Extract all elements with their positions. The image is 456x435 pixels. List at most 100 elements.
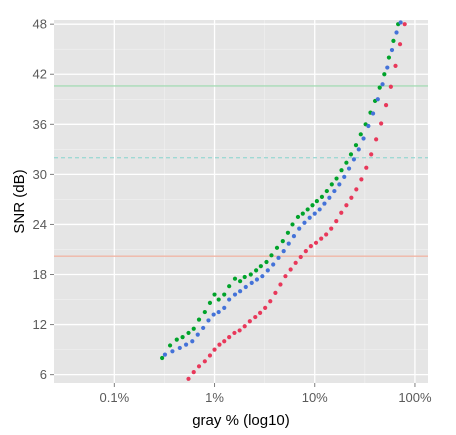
data-point xyxy=(319,194,325,200)
data-point xyxy=(202,309,207,315)
grid-lines xyxy=(54,20,428,383)
data-point xyxy=(364,165,369,170)
data-point xyxy=(339,210,344,215)
data-point xyxy=(307,215,312,220)
data-point xyxy=(346,166,352,171)
data-point xyxy=(180,335,185,340)
data-point xyxy=(379,121,384,126)
data-point xyxy=(237,328,242,333)
data-point xyxy=(207,353,213,358)
data-point xyxy=(314,198,319,204)
y-tick-label: 42 xyxy=(33,67,47,82)
data-point xyxy=(374,137,379,142)
data-point xyxy=(300,211,305,216)
data-point xyxy=(305,207,310,212)
data-point xyxy=(254,277,260,282)
data-point xyxy=(351,157,357,162)
data-point xyxy=(242,274,247,280)
data-point xyxy=(268,299,273,304)
data-point xyxy=(312,211,317,216)
data-point xyxy=(397,42,403,47)
data-point xyxy=(217,342,222,347)
data-point xyxy=(232,276,238,281)
data-point xyxy=(162,352,168,357)
reference-lines xyxy=(54,85,428,257)
data-point xyxy=(337,182,342,187)
x-axis-title: gray % (log10) xyxy=(192,412,290,429)
data-point xyxy=(348,152,354,157)
data-point xyxy=(202,359,207,364)
data-point xyxy=(327,195,332,200)
x-tick-labels: 0.1% 1% 10% 100% xyxy=(100,383,432,405)
data-point xyxy=(388,84,393,89)
data-point xyxy=(269,253,274,258)
data-point xyxy=(276,255,281,260)
data-point xyxy=(222,305,227,310)
data-point xyxy=(283,274,288,279)
data-point xyxy=(389,47,395,53)
data-point xyxy=(317,207,322,212)
data-point xyxy=(238,279,243,284)
data-point xyxy=(354,187,359,192)
data-point xyxy=(393,63,398,68)
data-point xyxy=(167,343,173,348)
data-point xyxy=(195,332,200,337)
data-point xyxy=(206,318,211,323)
data-point xyxy=(334,176,339,181)
data-point xyxy=(273,290,278,295)
y-axis-title: SNR (dB) xyxy=(11,169,28,233)
data-point xyxy=(319,236,324,241)
data-point xyxy=(258,264,263,269)
data-point xyxy=(281,249,286,254)
data-point xyxy=(308,244,313,249)
data-point xyxy=(271,262,276,267)
y-tick-label: 30 xyxy=(33,167,47,182)
data-point xyxy=(280,239,285,244)
data-point xyxy=(211,312,216,317)
data-point xyxy=(344,160,349,165)
data-point xyxy=(286,241,291,246)
data-point xyxy=(238,289,243,294)
data-point xyxy=(329,182,334,187)
data-point xyxy=(212,292,217,297)
data-point xyxy=(313,240,319,245)
data-point xyxy=(222,339,227,344)
data-point xyxy=(248,272,253,277)
y-tick-label: 36 xyxy=(33,117,47,132)
data-point xyxy=(264,259,269,265)
data-point xyxy=(342,174,347,179)
data-point xyxy=(186,330,191,336)
data-point xyxy=(332,188,337,194)
data-point xyxy=(322,201,327,206)
data-point xyxy=(174,337,179,342)
data-point xyxy=(366,123,371,129)
y-tick-label: 18 xyxy=(33,267,47,282)
data-points xyxy=(160,20,407,381)
data-point xyxy=(216,297,221,302)
data-point xyxy=(383,103,389,108)
data-point xyxy=(258,310,263,316)
data-point xyxy=(356,147,361,152)
y-tick-label: 12 xyxy=(33,317,47,332)
data-point xyxy=(324,232,329,237)
data-point xyxy=(278,282,283,287)
data-point xyxy=(227,284,232,289)
data-point xyxy=(160,355,165,361)
data-point xyxy=(232,330,237,336)
data-point xyxy=(265,268,270,273)
y-tick-label: 24 xyxy=(33,217,47,232)
data-point xyxy=(349,195,354,200)
data-point xyxy=(369,152,374,157)
data-point xyxy=(391,38,396,43)
data-point xyxy=(183,342,189,347)
data-point xyxy=(353,143,359,148)
data-point xyxy=(385,65,390,70)
data-point xyxy=(247,319,252,324)
y-tick-label: 48 xyxy=(33,17,47,32)
x-tick-label: 0.1% xyxy=(100,390,130,405)
data-point xyxy=(334,219,339,224)
data-point xyxy=(249,280,254,285)
data-point xyxy=(291,234,297,239)
data-point xyxy=(329,226,334,231)
